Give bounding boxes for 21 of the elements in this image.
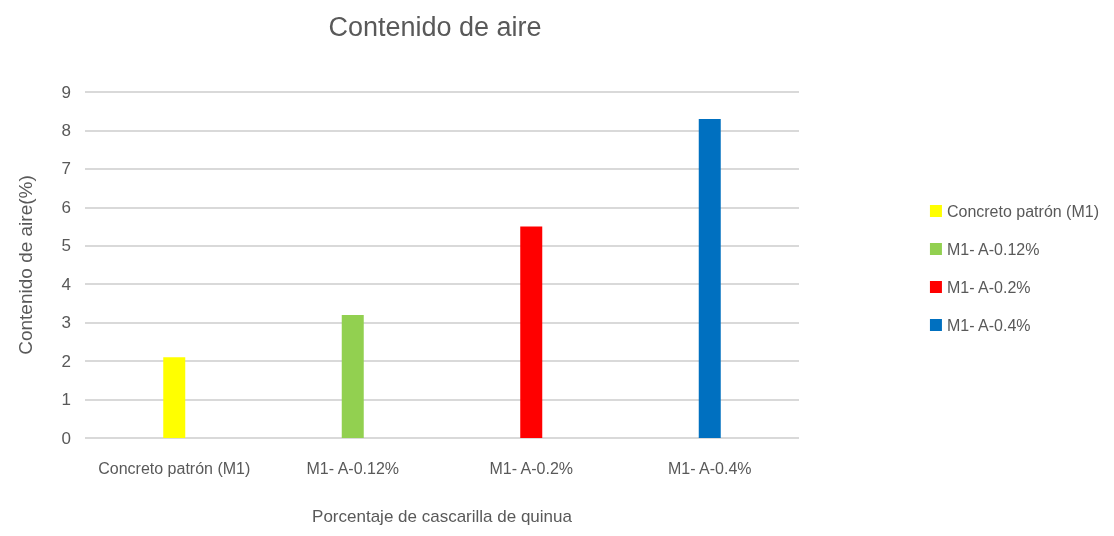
x-tick-label: M1- A-0.12%	[306, 459, 399, 477]
x-axis-title: Porcentaje de cascarilla de quinua	[312, 507, 573, 526]
y-axis-title: Contenido de aire(%)	[15, 175, 36, 355]
legend-label: M1- A-0.4%	[946, 316, 1031, 334]
y-tick-label: 4	[61, 274, 71, 294]
y-tick-label: 6	[61, 197, 71, 217]
y-tick-label: 7	[61, 159, 71, 179]
legend-label: Concreto patrón (M1)	[946, 202, 1099, 220]
legend-label: M1- A-0.12%	[946, 240, 1040, 258]
x-tick-label: Concreto patrón (M1)	[98, 459, 251, 477]
y-tick-label: 0	[61, 428, 71, 448]
legend-label: M1- A-0.2%	[946, 278, 1031, 296]
x-tick-label: M1- A-0.4%	[667, 459, 752, 477]
y-tick-label: 9	[61, 82, 71, 102]
y-tick-label: 2	[61, 351, 71, 371]
chart-title: Contenido de aire	[328, 11, 542, 42]
y-tick-label: 8	[61, 120, 71, 140]
y-tick-label: 1	[61, 390, 71, 410]
x-tick-label: M1- A-0.2%	[489, 459, 574, 477]
y-tick-label: 5	[61, 236, 71, 256]
y-tick-label: 3	[61, 313, 71, 333]
